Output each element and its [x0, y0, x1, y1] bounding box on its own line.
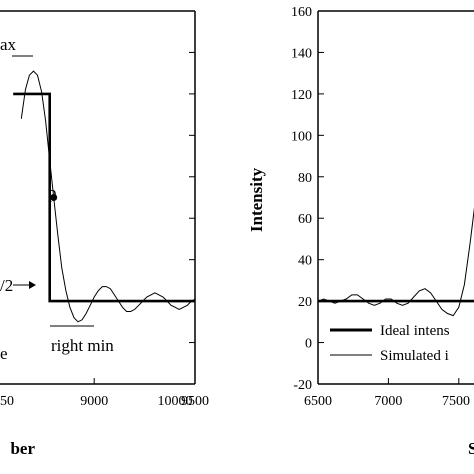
right-y-tick-label: -20 [293, 378, 312, 393]
left-x-tick-label: 10000 [158, 394, 193, 409]
left-x-tick-label: 9500 [181, 394, 209, 409]
right-x-tick-label: 7000 [374, 394, 402, 409]
left-annotations: ax p /2 right min e [0, 35, 114, 363]
right-y-tick-label: 100 [291, 129, 312, 144]
left-x-tick-label: 50 [0, 394, 14, 409]
legend: Ideal intens Simulated i [330, 323, 450, 364]
annotation-max: ax [0, 35, 17, 54]
right-y-tick-label: 60 [298, 212, 312, 227]
left-x-tick-label: 9000 [80, 394, 108, 409]
annotation-lower-left: e [0, 344, 8, 363]
legend-label-ideal: Ideal intens [380, 323, 450, 339]
annotation-min: right min [51, 336, 114, 355]
legend-label-simulated: Simulated i [380, 348, 449, 364]
right-y-tick-label: 20 [298, 295, 312, 310]
left-x-axis-label: ber [10, 439, 35, 458]
left-series-simulated-line [20, 70, 195, 323]
left-series-ideal-line [13, 92, 195, 303]
right-y-tick-label: 40 [298, 254, 312, 269]
right-chart: Intensity -20 0 20 40 60 80 100 120 140 160 6500 7… [247, 5, 474, 458]
right-y-tick-label: 0 [305, 337, 312, 352]
annotation-half: /2 [0, 276, 13, 295]
annotation-point: p [48, 183, 57, 202]
annotation-half-arrowhead [29, 281, 36, 289]
right-series-simulated-line [318, 207, 474, 317]
right-y-axis-label: Intensity [247, 167, 266, 232]
right-x-tick-label: 6500 [304, 394, 332, 409]
right-series-ideal-line [318, 299, 474, 303]
right-x-tick-label: 7500 [442, 394, 470, 409]
right-y-tick-label: 80 [298, 171, 312, 186]
right-y-tick-label: 140 [291, 46, 312, 61]
right-y-tick-label: 120 [291, 88, 312, 103]
right-y-tick-label: 160 [291, 5, 312, 20]
right-x-axis-label: S [468, 439, 474, 458]
annotation-point-marker [50, 194, 58, 201]
